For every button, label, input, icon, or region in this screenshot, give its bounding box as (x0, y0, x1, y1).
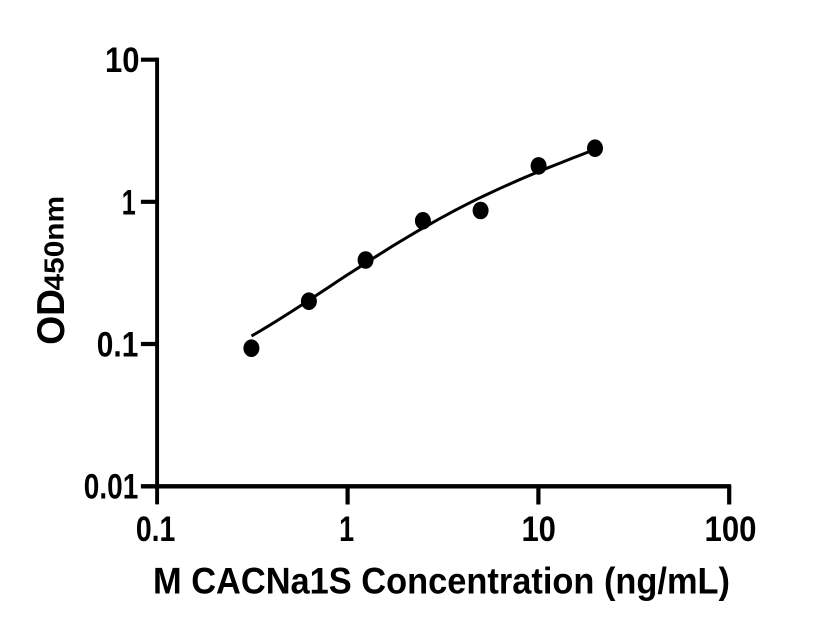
svg-text:450nm: 450nm (39, 196, 70, 291)
svg-text:M CACNa1S Concentration (ng/mL: M CACNa1S Concentration (ng/mL) (153, 559, 730, 601)
svg-text:1: 1 (339, 509, 354, 549)
svg-text:100: 100 (705, 509, 757, 549)
svg-text:10: 10 (521, 509, 556, 549)
svg-text:0.1: 0.1 (97, 325, 139, 365)
svg-text:OD: OD (30, 289, 73, 345)
svg-text:1: 1 (122, 182, 136, 222)
svg-text:10: 10 (105, 40, 140, 80)
svg-text:0.01: 0.01 (84, 467, 139, 507)
svg-text:0.1: 0.1 (136, 509, 176, 549)
